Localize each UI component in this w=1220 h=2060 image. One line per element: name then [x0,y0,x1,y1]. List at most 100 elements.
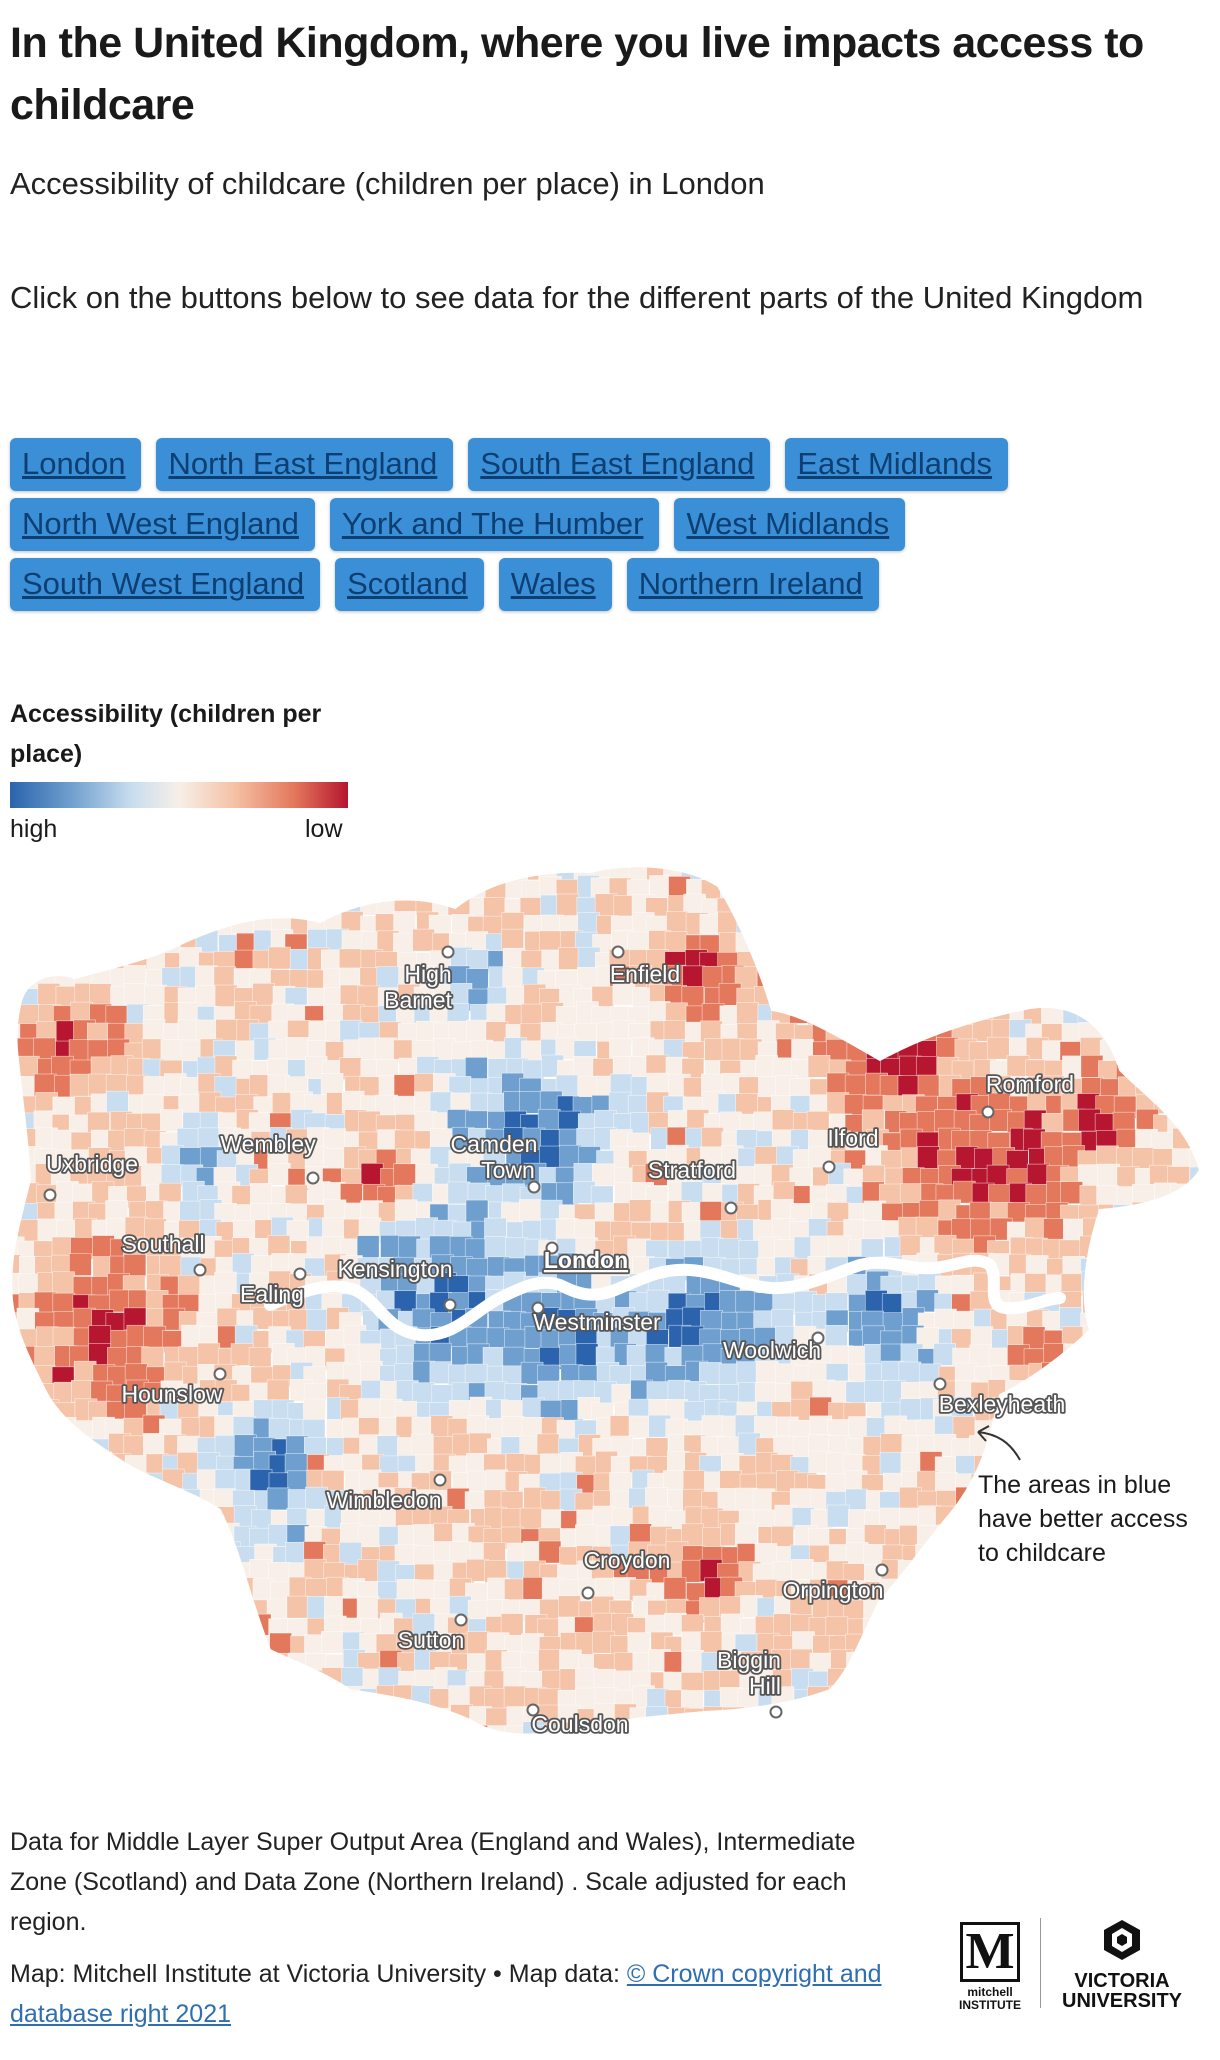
button-scotland[interactable]: Scotland [335,558,484,611]
msoa-area [1042,930,1066,953]
place-label-high-barnet: Barnet [384,987,452,1013]
msoa-area [1206,1308,1220,1330]
msoa-area [921,1742,943,1764]
msoa-area [951,1577,974,1601]
msoa-area [303,1398,326,1422]
msoa-area [938,1649,961,1673]
msoa-area [577,1075,601,1099]
msoa-area [1131,1398,1154,1422]
msoa-area [1170,1581,1193,1605]
button-north-east-england[interactable]: North East England [156,438,454,491]
msoa-area [11,1435,22,1459]
msoa-area [1187,1234,1201,1258]
msoa-area [972,1636,995,1660]
msoa-area [484,866,507,885]
msoa-area [917,1146,940,1169]
msoa-area [37,1545,61,1569]
msoa-area [380,1744,402,1766]
button-south-west-england[interactable]: South West England [10,558,321,611]
msoa-area [159,896,182,920]
msoa-area [628,1741,650,1763]
msoa-area [378,1726,402,1735]
msoa-area [826,1504,850,1528]
button-northern-ireland[interactable]: Northern Ireland [626,558,879,611]
msoa-area [1115,1595,1138,1618]
msoa-area [1046,1613,1069,1637]
msoa-area [1167,1632,1190,1655]
msoa-area [812,866,836,883]
msoa-area [179,1488,203,1512]
msoa-area [449,1742,471,1764]
msoa-area [1208,1509,1220,1531]
msoa-area [107,1652,130,1676]
msoa-area [1166,1419,1190,1443]
button-north-west-england[interactable]: North West England [10,498,315,551]
annotation-text: The areas in blue have better access to … [978,1471,1188,1567]
msoa-area [1113,1021,1137,1044]
msoa-area [159,1740,181,1762]
msoa-area [11,1596,22,1619]
msoa-area [1186,1436,1201,1460]
msoa-area [1041,1434,1065,1457]
button-wales[interactable]: Wales [498,558,612,611]
msoa-area [11,1145,21,1169]
msoa-area [145,1524,168,1548]
msoa-area [937,878,961,902]
msoa-area [180,1600,204,1624]
msoa-area [775,970,799,993]
msoa-area [68,1435,92,1459]
msoa-area [1209,1114,1220,1136]
msoa-area [11,1164,21,1188]
button-london[interactable]: London [10,438,142,491]
msoa-area [268,1162,291,1186]
msoa-area [126,1579,150,1603]
msoa-area [1169,933,1193,957]
button-west-midlands[interactable]: West Midlands [674,498,906,551]
msoa-area [1132,866,1156,885]
msoa-area [56,1652,79,1675]
legend-high-label: high [10,815,58,843]
msoa-area [1185,1598,1201,1621]
msoa-area [829,1685,853,1709]
msoa-area [901,1669,925,1693]
msoa-area [1135,1275,1159,1299]
msoa-area [792,866,816,885]
msoa-area [952,1416,976,1439]
button-south-east-england[interactable]: South East England [468,438,771,491]
msoa-area [1134,952,1157,975]
msoa-area [1114,1416,1138,1440]
msoa-area [1082,1325,1106,1349]
msoa-area [897,877,920,901]
msoa-area [91,880,114,903]
msoa-area [1150,1347,1174,1371]
button-east-midlands[interactable]: East Midlands [785,438,1009,491]
msoa-area [87,1489,111,1512]
msoa-area [88,1618,112,1642]
msoa-area [736,1361,760,1384]
msoa-area [1170,1668,1193,1691]
msoa-area [325,1686,349,1709]
msoa-area [1098,1435,1121,1459]
msoa-area [1097,1614,1120,1637]
msoa-area [1150,1703,1174,1726]
msoa-area [809,1708,833,1731]
msoa-area [19,1490,42,1514]
button-york-and-the-humber[interactable]: York and The Humber [329,498,660,551]
msoa-area [505,1739,527,1761]
msoa-area [898,866,922,880]
msoa-area [1150,1199,1174,1223]
msoa-area [71,1563,94,1587]
msoa-area [699,1744,721,1766]
msoa-area [992,966,1015,989]
msoa-area [1116,1690,1139,1713]
msoa-area [360,878,384,902]
msoa-area [1135,1635,1159,1659]
msoa-area [505,1237,528,1261]
msoa-area [1171,916,1194,940]
place-marker-enfield [611,945,625,959]
msoa-area [1172,1059,1195,1083]
msoa-area [37,1723,60,1735]
msoa-area [268,1687,292,1711]
msoa-area [11,1343,25,1367]
